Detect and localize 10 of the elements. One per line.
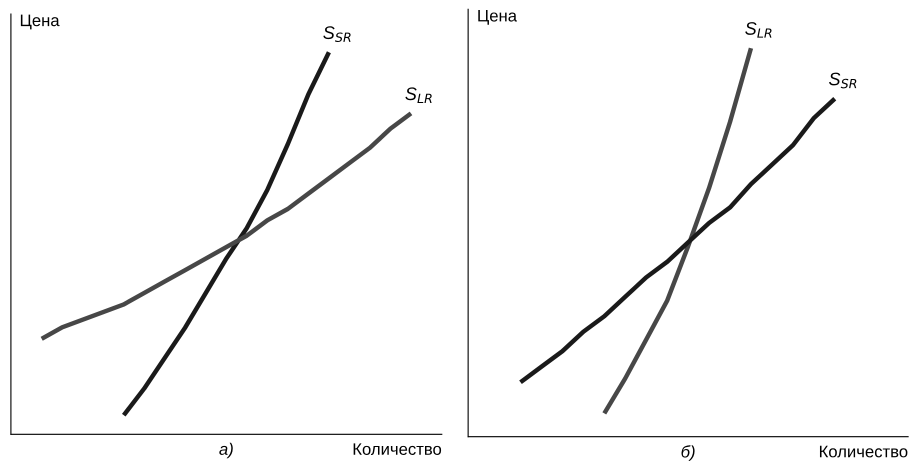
text: б) <box>682 445 695 461</box>
text: а) <box>219 442 233 458</box>
y-axis-title: Цена <box>478 10 518 25</box>
y-axis-title: Цена <box>20 14 60 30</box>
series-label: S$_{SR}$ <box>323 26 351 42</box>
x-axis-title: Количество <box>354 443 442 455</box>
series-label: S$_{LR}$ <box>745 22 772 38</box>
series-label: S$_{LR}$ <box>405 87 432 103</box>
x-axis-title: Количество <box>820 446 908 458</box>
series-label: S$_{SR}$ <box>828 72 856 88</box>
